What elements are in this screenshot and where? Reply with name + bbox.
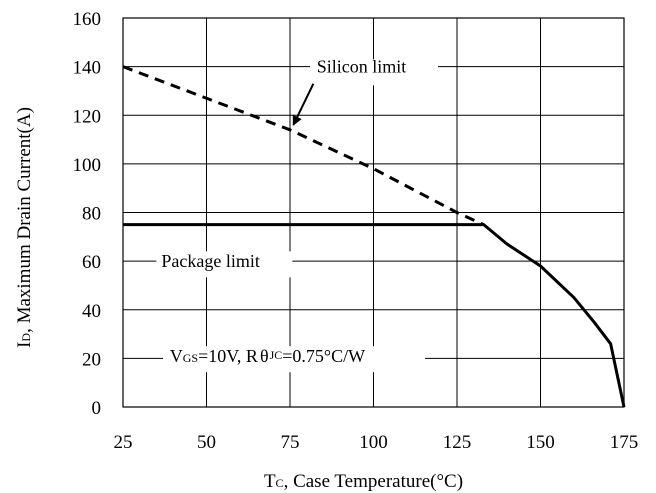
y-axis-title-suffix: , Maximum Drain Current(A) (14, 107, 35, 333)
x-axis-title-sub: C (276, 476, 284, 490)
y-tick-label: 80 (82, 204, 101, 225)
y-tick-label: 100 (73, 155, 102, 176)
series-line-silicon-limit (123, 67, 484, 225)
x-axis-title: TC, Case Temperature(°C) (264, 471, 463, 492)
annotation-backgrounds (156, 59, 438, 372)
x-tick-label: 125 (443, 432, 472, 453)
x-tick-label: 50 (197, 432, 216, 453)
condition-v-sub: GS (183, 351, 198, 365)
condition-mid: =10V, R (198, 346, 258, 366)
y-axis-title: ID, Maximum Drain Current(A) (14, 107, 35, 348)
silicon-limit-label: Silicon limit (317, 57, 407, 77)
y-tick-label: 160 (73, 9, 102, 30)
package-limit-label: Package limit (161, 251, 259, 271)
x-tick-labels: 25 50 75 100 125 150 175 (114, 432, 639, 453)
x-axis-title-prefix: T (264, 471, 276, 492)
y-axis-title-sub: D (19, 333, 33, 342)
x-tick-label: 100 (359, 432, 388, 453)
condition-theta: θ (260, 346, 269, 366)
x-tick-label: 75 (281, 432, 300, 453)
x-tick-label: 25 (114, 432, 133, 453)
y-tick-label: 140 (73, 58, 102, 79)
x-tick-label: 150 (526, 432, 555, 453)
x-tick-label: 175 (610, 432, 639, 453)
x-axis-title-suffix: , Case Temperature(°C) (284, 471, 464, 492)
y-tick-label: 60 (82, 252, 101, 273)
condition-v: V (170, 346, 183, 366)
condition-end: =0.75°C/W (282, 346, 365, 366)
y-tick-labels: 0 20 40 60 80 100 120 140 160 (73, 9, 102, 419)
y-tick-label: 40 (82, 301, 101, 322)
y-tick-label: 0 (92, 398, 102, 419)
y-tick-label: 120 (73, 106, 102, 127)
condition-jc-sub: JC (270, 348, 283, 362)
silicon-limit-arrow (293, 84, 313, 125)
y-tick-label: 20 (82, 349, 101, 370)
